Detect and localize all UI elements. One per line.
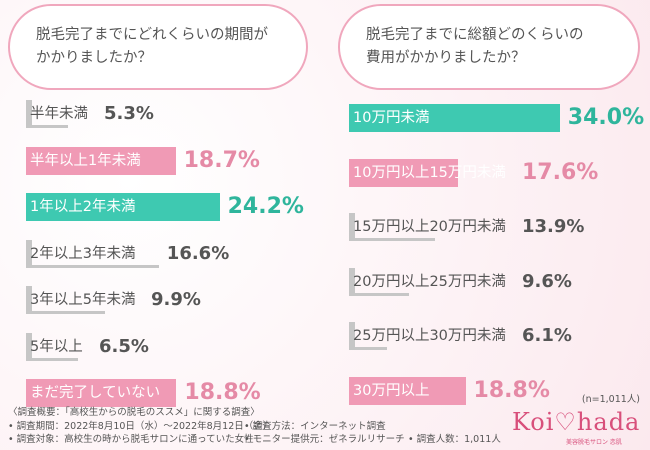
question-line: 費用がかかりましたか？ bbox=[366, 50, 526, 66]
bar-label: 30万円以上 bbox=[353, 382, 430, 399]
question-bubble-cost: 脱毛完了までに総額どのくらいの 費用がかかりましたか？ bbox=[338, 4, 640, 90]
value-label: 34.0% bbox=[567, 105, 645, 130]
bar-6 bbox=[26, 379, 177, 407]
question-bubble-period: 脱毛完了までにどれくらいの期間が かかりましたか？ bbox=[8, 4, 308, 90]
bar-label: 半年以上1年未満 bbox=[30, 152, 141, 169]
bar-label: 25万円以上30万円未満 bbox=[353, 328, 506, 344]
value-label: 24.2% bbox=[227, 194, 304, 219]
survey-target: • 調査対象：高校生の時から脱毛サロンに通っていた女性 bbox=[8, 434, 254, 445]
bar-label: 半年未満 bbox=[30, 106, 88, 122]
value-label: 6.5% bbox=[99, 335, 149, 357]
bar-label: 15万円以上20万円未満 bbox=[353, 219, 506, 235]
logo-wordmark: Koi♡hada bbox=[512, 408, 641, 436]
question-line: 脱毛完了までに総額どのくらいの bbox=[366, 27, 584, 43]
bar-3 bbox=[26, 239, 159, 268]
bar-4 bbox=[349, 322, 387, 350]
survey-method: • 調査方法：インターネット調査 bbox=[244, 420, 386, 432]
bar-5 bbox=[349, 376, 466, 405]
value-label: 18.7% bbox=[183, 147, 260, 173]
sample-size-note: (n=1,011人) bbox=[581, 394, 640, 405]
bar-5 bbox=[26, 332, 78, 361]
bar-label: 1年以上2年未満 bbox=[30, 199, 136, 215]
bar-label: 10万円未満 bbox=[353, 110, 430, 126]
survey-count: • 調査人数：1,011人 bbox=[408, 434, 501, 445]
bar-2 bbox=[26, 193, 220, 221]
survey-provider: • モニター提供元：ゼネラルリサーチ bbox=[244, 434, 405, 445]
value-label: 18.8% bbox=[473, 377, 550, 403]
bar-2 bbox=[349, 213, 436, 241]
value-label: 18.8% bbox=[184, 380, 261, 405]
value-label: 9.9% bbox=[151, 289, 201, 310]
brand-logo: Koi♡hada 美容脱毛サロン 恋肌 bbox=[512, 408, 642, 446]
value-label: 13.9% bbox=[522, 216, 585, 237]
bar-label: 5年以上 bbox=[30, 338, 83, 355]
bar-3 bbox=[349, 267, 409, 296]
logo-tagline: 美容脱毛サロン 恋肌 bbox=[566, 439, 622, 446]
question-line: かかりましたか？ bbox=[36, 50, 152, 66]
bar-label: 3年以上5年未満 bbox=[30, 292, 136, 308]
bar-label: 10万円以上15万円未満 bbox=[353, 164, 506, 181]
bar-4 bbox=[26, 286, 106, 314]
value-label: 5.3% bbox=[104, 103, 154, 124]
bar-label: まだ完了していない bbox=[30, 385, 161, 401]
survey-period: • 調査期間：2022年8月10日（水）～2022年8月12日（金） bbox=[8, 420, 273, 432]
value-label: 6.1% bbox=[522, 325, 572, 346]
bar-1 bbox=[26, 146, 176, 175]
survey-footer: 〈調査概要：「高校生からの脱毛のススメ」に関する調査〉 • 調査期間：2022年… bbox=[8, 406, 501, 447]
survey-summary: 〈調査概要：「高校生からの脱毛のススメ」に関する調査〉 bbox=[8, 407, 260, 418]
value-label: 9.6% bbox=[522, 270, 572, 292]
bar-label: 20万円以上25万円未満 bbox=[353, 273, 506, 290]
bar-0 bbox=[26, 100, 69, 128]
bar-label: 2年以上3年未満 bbox=[30, 245, 136, 262]
bar-1 bbox=[349, 158, 459, 187]
bar-0 bbox=[349, 104, 560, 132]
value-label: 16.6% bbox=[166, 242, 230, 264]
value-label: 17.6% bbox=[522, 159, 599, 185]
question-line: 脱毛完了までにどれくらいの期間が bbox=[36, 27, 268, 43]
